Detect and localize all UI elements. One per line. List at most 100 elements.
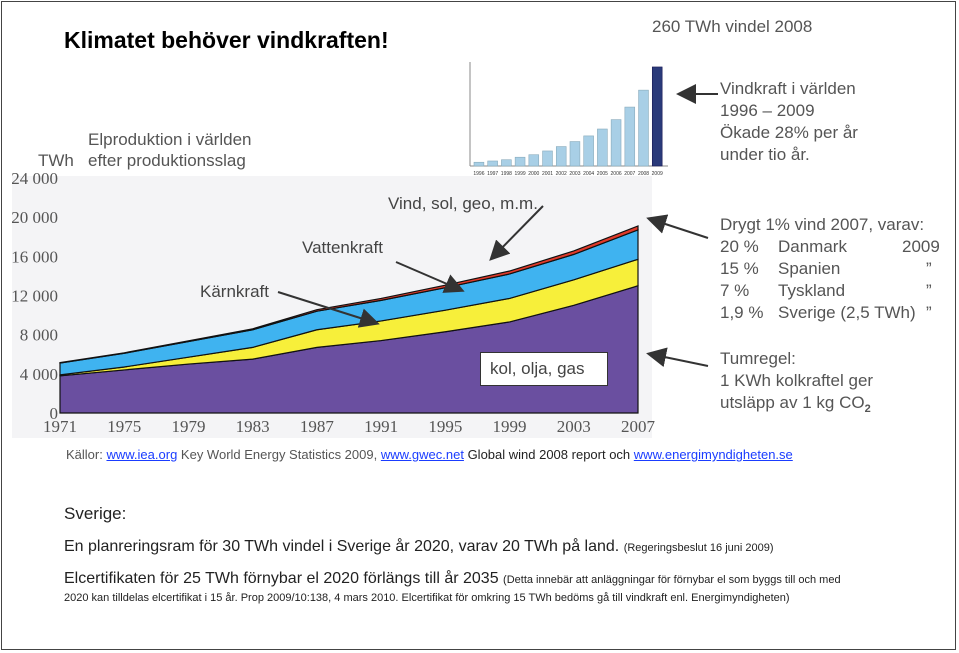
y-tick-label: 16 000 (11, 247, 58, 266)
tumregel-block: Tumregel: 1 KWh kolkraftel ger utsläpp a… (720, 348, 873, 420)
x-tick-label: 1995 (428, 417, 462, 436)
link-energimyndigheten[interactable]: www.energimyndigheten.se (633, 447, 793, 462)
sources-text: Global wind 2008 report och (467, 447, 631, 462)
x-tick-label: 1975 (107, 417, 141, 436)
bar-year-label: 1997 (487, 171, 498, 177)
wind-text-block: Vindkraft i världen 1996 – 2009 Ökade 28… (720, 78, 858, 166)
wind-bar (651, 66, 663, 167)
wind-bar (638, 89, 649, 167)
x-tick-label: 2007 (621, 417, 656, 436)
y-tick-label: 24 000 (11, 169, 58, 188)
y-tick-label: 4 000 (20, 365, 58, 384)
drygt-country: Spanien (778, 259, 841, 278)
bar-year-label: 1996 (473, 171, 484, 177)
sverige-line1-note: (Regeringsbeslut 16 juni 2009) (623, 542, 774, 554)
drygt-pct: 15 % (720, 259, 759, 278)
wind-bar (542, 150, 553, 167)
sources-line: Källor: www.iea.org Key World Energy Sta… (66, 447, 793, 462)
wind-bar (569, 141, 581, 167)
x-tick-label: 1983 (236, 417, 270, 436)
x-tick-label: 1987 (300, 417, 335, 436)
link-iea[interactable]: www.iea.org (106, 447, 178, 462)
y-axis-unit: TWh (38, 151, 74, 170)
y-tick-label: 12 000 (11, 287, 58, 306)
drygt-country: Sverige (2,5 TWh) (778, 303, 916, 322)
sources-label: Källor: (66, 447, 103, 462)
sverige-line1-text: En planreringsram för 30 TWh vindel i Sv… (64, 538, 620, 555)
sources-text: Key World Energy Statistics 2009, (180, 447, 378, 462)
drygt-country: Danmark (778, 237, 847, 256)
wind-bar (528, 154, 540, 167)
drygt-row: 1,9 % Sverige (2,5 TWh) ” (720, 302, 945, 324)
drygt-country: Tyskland (778, 281, 846, 300)
drygt-pct: 1,9 % (720, 303, 764, 322)
y-tick-label: 8 000 (20, 326, 58, 345)
y-tick-label: 0 (50, 404, 59, 423)
tumregel-line3: utsläpp av 1 kg CO2 (720, 392, 873, 420)
wind-production-header: 260 TWh vindel 2008 (652, 17, 813, 36)
slide-title: Klimatet behöver vindkraften! (64, 27, 389, 53)
wind-bar (597, 128, 608, 167)
arrow (277, 291, 380, 328)
bar-year-label: 2007 (624, 171, 635, 177)
drygt-year: ” (926, 259, 932, 278)
bar-year-label: 2002 (556, 171, 567, 177)
drygt-row: 7 % Tyskland ” (720, 280, 945, 302)
drygt-year: 2009 (902, 237, 940, 256)
co2-subscript: 2 (864, 403, 871, 415)
wind-bar (501, 159, 512, 167)
bar-year-label: 1999 (515, 171, 526, 177)
bar-year-label: 2003 (569, 171, 580, 177)
bar-year-label: 2009 (652, 171, 663, 177)
chart-title-line1: Elproduktion i världen (88, 130, 252, 149)
wind-bar (487, 160, 498, 167)
series-label-fossil: kol, olja, gas (490, 359, 585, 378)
x-tick-label: 1991 (364, 417, 398, 436)
wind-bar (624, 106, 636, 167)
wind-bar (555, 146, 567, 167)
series-label-vind: Vind, sol, geo, m.m. (388, 194, 538, 213)
sverige-line1: En planreringsram för 30 TWh vindel i Sv… (64, 538, 774, 556)
sverige-line2: Elcertifikaten för 25 TWh förnybar el 20… (64, 570, 841, 588)
tumregel-text: utsläpp av 1 kg CO (720, 393, 865, 412)
tumregel-line2: 1 KWh kolkraftel ger (720, 371, 874, 390)
x-tick-label: 1971 (43, 417, 77, 436)
sverige-line2-text: Elcertifikaten för 25 TWh förnybar el 20… (64, 570, 499, 587)
series-label-karn: Kärnkraft (200, 282, 269, 301)
drygt-year: ” (926, 281, 932, 300)
arrow (646, 214, 709, 239)
fossil-label-box: kol, olja, gas (480, 352, 608, 386)
drygt-pct: 7 % (720, 281, 750, 300)
x-tick-label: 1999 (493, 417, 527, 436)
bar-year-label: 2006 (611, 171, 622, 177)
sverige-heading: Sverige: (64, 504, 127, 523)
bar-year-label: 2005 (597, 171, 608, 177)
series-area-3 (59, 225, 639, 364)
x-tick-label: 1979 (171, 417, 205, 436)
bar-year-label: 2004 (583, 171, 594, 177)
link-gwec[interactable]: www.gwec.net (380, 447, 464, 462)
wind-text-line: Ökade 28% per år (720, 123, 858, 142)
chart-title-line2: efter produktionsslag (88, 151, 246, 170)
drygt-block: Drygt 1% vind 2007, varav: 20 % Danmark … (720, 214, 945, 324)
arrow (395, 261, 465, 293)
wind-text-line: Vindkraft i världen (720, 79, 856, 98)
drygt-row: 20 % Danmark 2009 (720, 236, 945, 258)
drygt-pct: 20 % (720, 237, 759, 256)
series-label-vatten: Vattenkraft (302, 238, 383, 257)
wind-bar (514, 156, 526, 167)
bar-year-label: 1998 (501, 171, 512, 177)
wind-bar (583, 135, 594, 167)
arrow (646, 347, 709, 368)
wind-text-line: 1996 – 2009 (720, 101, 815, 120)
y-tick-label: 20 000 (11, 208, 58, 227)
sverige-line3: 2020 kan tilldelas elcertifikat i 15 år.… (64, 592, 790, 604)
arrow (489, 205, 544, 261)
drygt-row: 15 % Spanien ” (720, 258, 945, 280)
drygt-year: ” (926, 303, 932, 322)
tumregel-line1: Tumregel: (720, 349, 796, 368)
x-tick-label: 2003 (557, 417, 591, 436)
wind-bar (610, 119, 622, 167)
wind-text-line: under tio år. (720, 145, 810, 164)
